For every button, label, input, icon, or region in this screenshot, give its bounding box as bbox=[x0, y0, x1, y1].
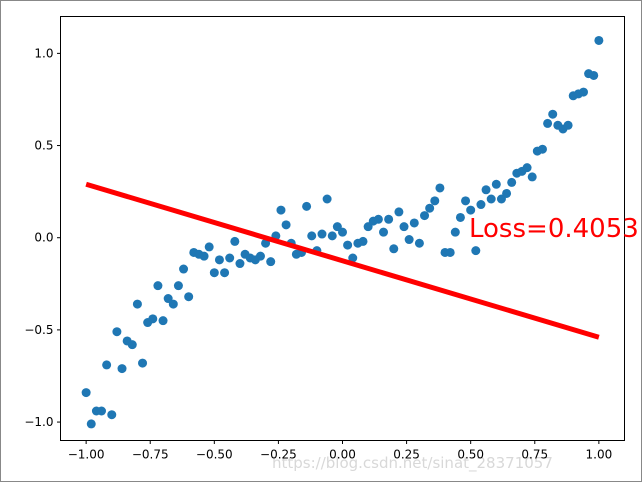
watermark: https://blog.csdn.net/sinat_28371057 bbox=[272, 454, 553, 473]
scatter-point bbox=[86, 419, 96, 429]
scatter-point bbox=[543, 118, 553, 128]
scatter-point bbox=[548, 109, 558, 119]
scatter-point bbox=[322, 194, 332, 204]
scatter-point bbox=[179, 264, 189, 274]
scatter-point bbox=[107, 410, 117, 420]
scatter-point bbox=[594, 35, 604, 45]
scatter-point bbox=[414, 238, 424, 248]
scatter-point bbox=[138, 358, 148, 368]
scatter-point bbox=[563, 120, 573, 130]
y-tick-label: −1.0 bbox=[24, 415, 53, 429]
scatter-point bbox=[343, 240, 353, 250]
scatter-point bbox=[435, 183, 445, 193]
scatter-point bbox=[184, 292, 194, 302]
scatter-point bbox=[491, 179, 501, 189]
scatter-point bbox=[302, 201, 312, 211]
scatter-point bbox=[225, 253, 235, 263]
scatter-point bbox=[481, 185, 491, 195]
scatter-point bbox=[348, 253, 358, 263]
scatter-point bbox=[132, 299, 142, 309]
scatter-point bbox=[420, 211, 430, 221]
scatter-point bbox=[112, 327, 122, 337]
scatter-point bbox=[127, 340, 137, 350]
scatter-point bbox=[327, 231, 337, 241]
scatter-point bbox=[230, 236, 240, 246]
scatter-point bbox=[158, 316, 168, 326]
fit-line bbox=[85, 181, 600, 340]
scatter-point bbox=[404, 235, 414, 245]
scatter-point bbox=[425, 203, 435, 213]
scatter-point bbox=[168, 299, 178, 309]
scatter-point bbox=[578, 87, 588, 97]
scatter-point bbox=[204, 242, 214, 252]
scatter-point bbox=[445, 247, 455, 257]
scatter-point bbox=[209, 268, 219, 278]
scatter-point bbox=[173, 281, 183, 291]
scatter-point bbox=[466, 205, 476, 215]
scatter-point bbox=[235, 259, 245, 269]
scatter-point bbox=[338, 227, 347, 237]
x-tick-label: −0.25 bbox=[260, 448, 297, 462]
scatter-point bbox=[358, 236, 368, 246]
x-tick-label: 1.00 bbox=[586, 448, 613, 462]
scatter-point bbox=[373, 214, 383, 224]
scatter-point bbox=[430, 196, 440, 206]
plot-area bbox=[81, 35, 604, 429]
scatter-point bbox=[455, 212, 465, 222]
x-tick-label: −1.00 bbox=[68, 448, 105, 462]
scatter-point bbox=[471, 246, 481, 256]
scatter-point bbox=[102, 360, 112, 370]
x-tick-label: 0.50 bbox=[457, 448, 484, 462]
scatter-point bbox=[81, 388, 91, 398]
scatter-point bbox=[502, 188, 512, 198]
scatter-point bbox=[307, 231, 317, 241]
scatter-point bbox=[153, 281, 163, 291]
y-tick-label: 0.5 bbox=[34, 139, 53, 153]
scatter-point bbox=[507, 177, 517, 187]
loss-annotation: Loss=0.4053 bbox=[469, 214, 639, 244]
scatter-point bbox=[589, 70, 599, 80]
scatter-point bbox=[97, 406, 107, 416]
scatter-point bbox=[255, 251, 265, 261]
scatter-point bbox=[148, 314, 158, 324]
scatter-point bbox=[476, 200, 486, 210]
scatter-point bbox=[409, 218, 419, 228]
scatter-point bbox=[486, 194, 496, 204]
x-tick-label: 0.00 bbox=[329, 448, 356, 462]
scatter-point bbox=[389, 244, 399, 254]
scatter-point bbox=[527, 172, 537, 182]
scatter-point bbox=[399, 222, 409, 232]
scatter-point bbox=[214, 255, 224, 265]
scatter-point bbox=[266, 257, 276, 267]
y-tick-label: 1.0 bbox=[34, 46, 53, 60]
scatter-point bbox=[317, 229, 327, 239]
scatter-point bbox=[276, 205, 286, 215]
scatter-point bbox=[461, 196, 471, 206]
scatter-point bbox=[379, 227, 389, 237]
x-tick-label: −0.50 bbox=[196, 448, 233, 462]
scatter-point bbox=[537, 144, 547, 154]
y-tick-label: −0.5 bbox=[24, 323, 53, 337]
x-tick-label: 0.75 bbox=[521, 448, 548, 462]
scatter-point bbox=[199, 251, 209, 261]
scatter-point bbox=[522, 163, 532, 173]
scatter-point bbox=[117, 364, 127, 374]
scatter-point bbox=[384, 214, 394, 224]
scatter-point bbox=[394, 207, 404, 217]
x-tick-label: −0.75 bbox=[132, 448, 169, 462]
y-tick-label: 0.0 bbox=[34, 231, 53, 245]
scatter-point bbox=[450, 227, 460, 237]
scatter-point bbox=[281, 220, 291, 230]
scatter-point bbox=[220, 268, 230, 278]
x-tick-label: 0.25 bbox=[393, 448, 420, 462]
